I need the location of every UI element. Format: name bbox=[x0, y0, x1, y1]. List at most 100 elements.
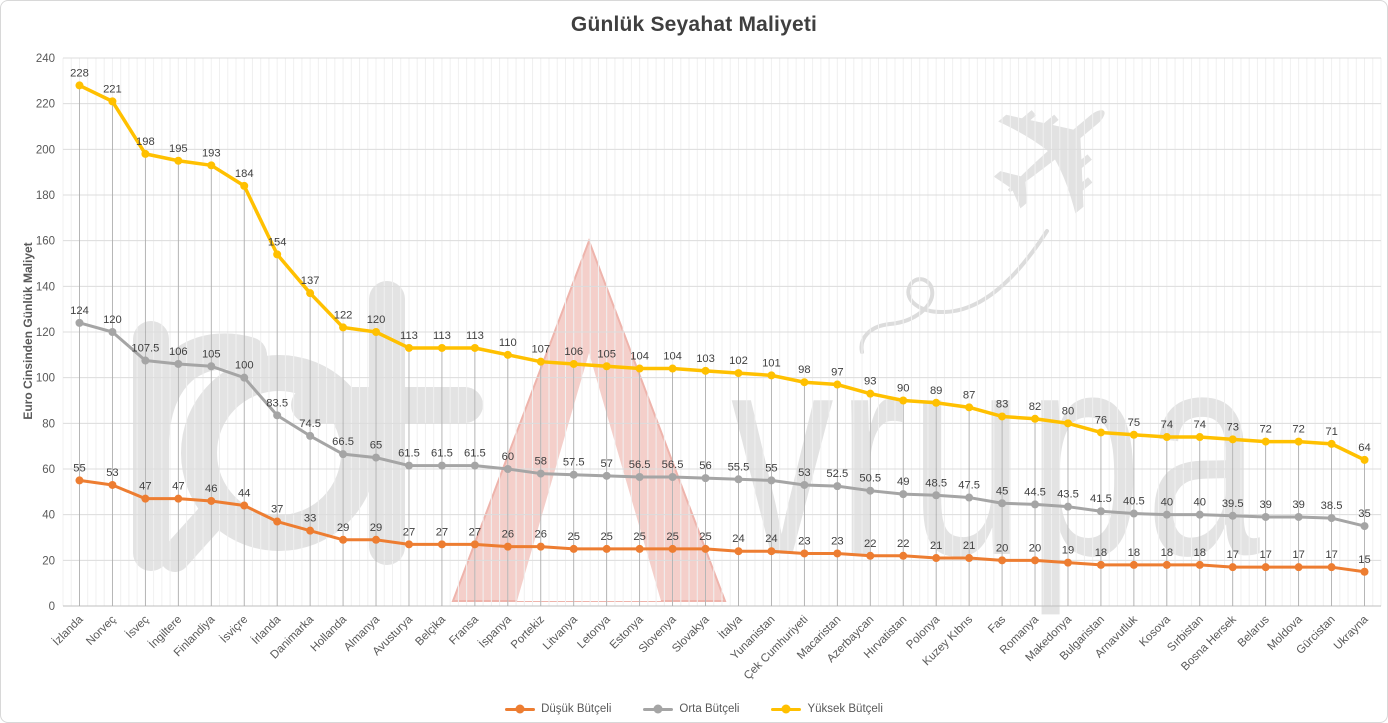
data-point-marker bbox=[339, 535, 348, 544]
data-point-marker bbox=[404, 461, 413, 470]
data-point-marker bbox=[1327, 563, 1336, 572]
data-label: 25 bbox=[699, 531, 711, 543]
data-label: 74 bbox=[1194, 419, 1206, 431]
data-point-marker bbox=[899, 396, 908, 405]
data-point-marker bbox=[569, 470, 578, 479]
data-point-marker bbox=[701, 474, 710, 483]
data-point-marker bbox=[75, 476, 84, 485]
data-point-marker bbox=[569, 359, 578, 368]
legend-line-marker-icon bbox=[771, 704, 802, 714]
data-label: 40 bbox=[1194, 497, 1206, 509]
data-label: 29 bbox=[370, 522, 382, 534]
data-label: 56.5 bbox=[629, 459, 651, 471]
data-point-marker bbox=[998, 556, 1007, 565]
data-label: 55 bbox=[765, 462, 777, 474]
data-point-marker bbox=[503, 350, 512, 359]
y-tick-label: 180 bbox=[36, 190, 55, 202]
data-label: 40 bbox=[1161, 497, 1173, 509]
data-point-marker bbox=[108, 480, 117, 489]
data-point-marker bbox=[503, 465, 512, 473]
data-point-marker bbox=[207, 161, 216, 170]
data-label: 120 bbox=[367, 314, 386, 326]
watermark-letter-o-magnifier-icon bbox=[181, 355, 377, 551]
legend-label: Yüksek Bütçeli bbox=[807, 703, 883, 715]
data-label: 102 bbox=[729, 355, 748, 367]
data-point-marker bbox=[1063, 502, 1072, 511]
data-point-marker bbox=[734, 475, 743, 484]
data-label: 137 bbox=[301, 275, 320, 287]
data-point-marker bbox=[306, 431, 315, 440]
data-point-marker bbox=[1129, 430, 1138, 439]
data-label: 80 bbox=[1062, 405, 1074, 417]
data-point-marker bbox=[767, 371, 776, 380]
data-point-marker bbox=[1096, 507, 1105, 516]
data-point-marker bbox=[1261, 512, 1270, 521]
data-point-marker bbox=[1129, 509, 1138, 518]
data-point-marker bbox=[108, 328, 117, 336]
data-label: 82 bbox=[1029, 401, 1041, 413]
legend-item: Orta Bütçeli bbox=[643, 703, 739, 715]
data-label: 74.5 bbox=[299, 418, 321, 430]
legend-label: Orta Bütçeli bbox=[679, 703, 740, 715]
data-point-marker bbox=[1360, 522, 1369, 531]
data-label: 61.5 bbox=[431, 448, 453, 460]
data-label: 52.5 bbox=[826, 468, 848, 480]
y-tick-label: 60 bbox=[42, 464, 55, 476]
y-tick-label: 200 bbox=[36, 144, 55, 156]
data-label: 20 bbox=[1029, 542, 1041, 554]
data-label: 75 bbox=[1128, 417, 1140, 429]
data-label: 17 bbox=[1325, 549, 1337, 561]
data-point-marker bbox=[1129, 560, 1138, 569]
data-label: 198 bbox=[136, 136, 155, 148]
data-label: 228 bbox=[70, 67, 89, 79]
chart-title: Günlük Seyahat Maliyeti bbox=[570, 13, 818, 36]
data-label: 74 bbox=[1161, 419, 1173, 431]
data-point-marker bbox=[174, 359, 183, 368]
data-point-marker bbox=[569, 544, 578, 553]
data-label: 61.5 bbox=[398, 448, 420, 460]
series-line-3 bbox=[77, 83, 1367, 462]
data-label: 56.5 bbox=[662, 459, 684, 471]
data-label: 40.5 bbox=[1123, 496, 1145, 508]
data-label: 35 bbox=[1358, 508, 1370, 520]
data-label: 154 bbox=[268, 236, 287, 248]
data-point-marker bbox=[800, 480, 809, 489]
data-point-marker bbox=[240, 181, 249, 190]
data-label: 98 bbox=[798, 364, 810, 376]
data-point-marker bbox=[1228, 435, 1237, 444]
data-point-marker bbox=[800, 378, 809, 387]
data-point-marker bbox=[1096, 560, 1105, 569]
airplane-trail-icon bbox=[859, 229, 1049, 354]
data-point-marker bbox=[932, 491, 941, 500]
x-tick-label: Portekiz bbox=[509, 613, 547, 651]
data-point-marker bbox=[932, 398, 941, 407]
data-point-marker bbox=[503, 542, 512, 551]
data-point-marker bbox=[404, 343, 413, 352]
data-point-marker bbox=[668, 472, 677, 481]
y-tick-label: 220 bbox=[36, 99, 55, 111]
legend-label: Düşük Bütçeli bbox=[541, 703, 612, 715]
data-point-marker bbox=[437, 343, 446, 352]
data-label: 33 bbox=[304, 513, 316, 525]
x-tick-label: Belçika bbox=[413, 613, 448, 648]
data-label: 18 bbox=[1095, 547, 1107, 559]
data-point-marker bbox=[75, 318, 84, 327]
x-tick-label: Norveç bbox=[84, 613, 118, 647]
data-label: 55 bbox=[73, 462, 85, 474]
data-label: 21 bbox=[963, 540, 975, 552]
data-label: 29 bbox=[337, 522, 349, 534]
data-point-marker bbox=[932, 554, 941, 563]
data-label: 97 bbox=[831, 367, 843, 379]
data-label: 24 bbox=[732, 533, 744, 545]
data-point-marker bbox=[1261, 563, 1270, 572]
data-point-marker bbox=[470, 540, 479, 549]
data-label: 27 bbox=[403, 526, 415, 538]
data-point-marker bbox=[866, 551, 875, 560]
data-label: 20 bbox=[996, 542, 1008, 554]
data-label: 221 bbox=[103, 83, 122, 95]
data-label: 23 bbox=[831, 535, 843, 547]
data-point-marker bbox=[1228, 563, 1237, 572]
data-label: 105 bbox=[597, 348, 616, 360]
data-point-marker bbox=[1294, 512, 1303, 521]
data-label: 47.5 bbox=[958, 480, 980, 492]
